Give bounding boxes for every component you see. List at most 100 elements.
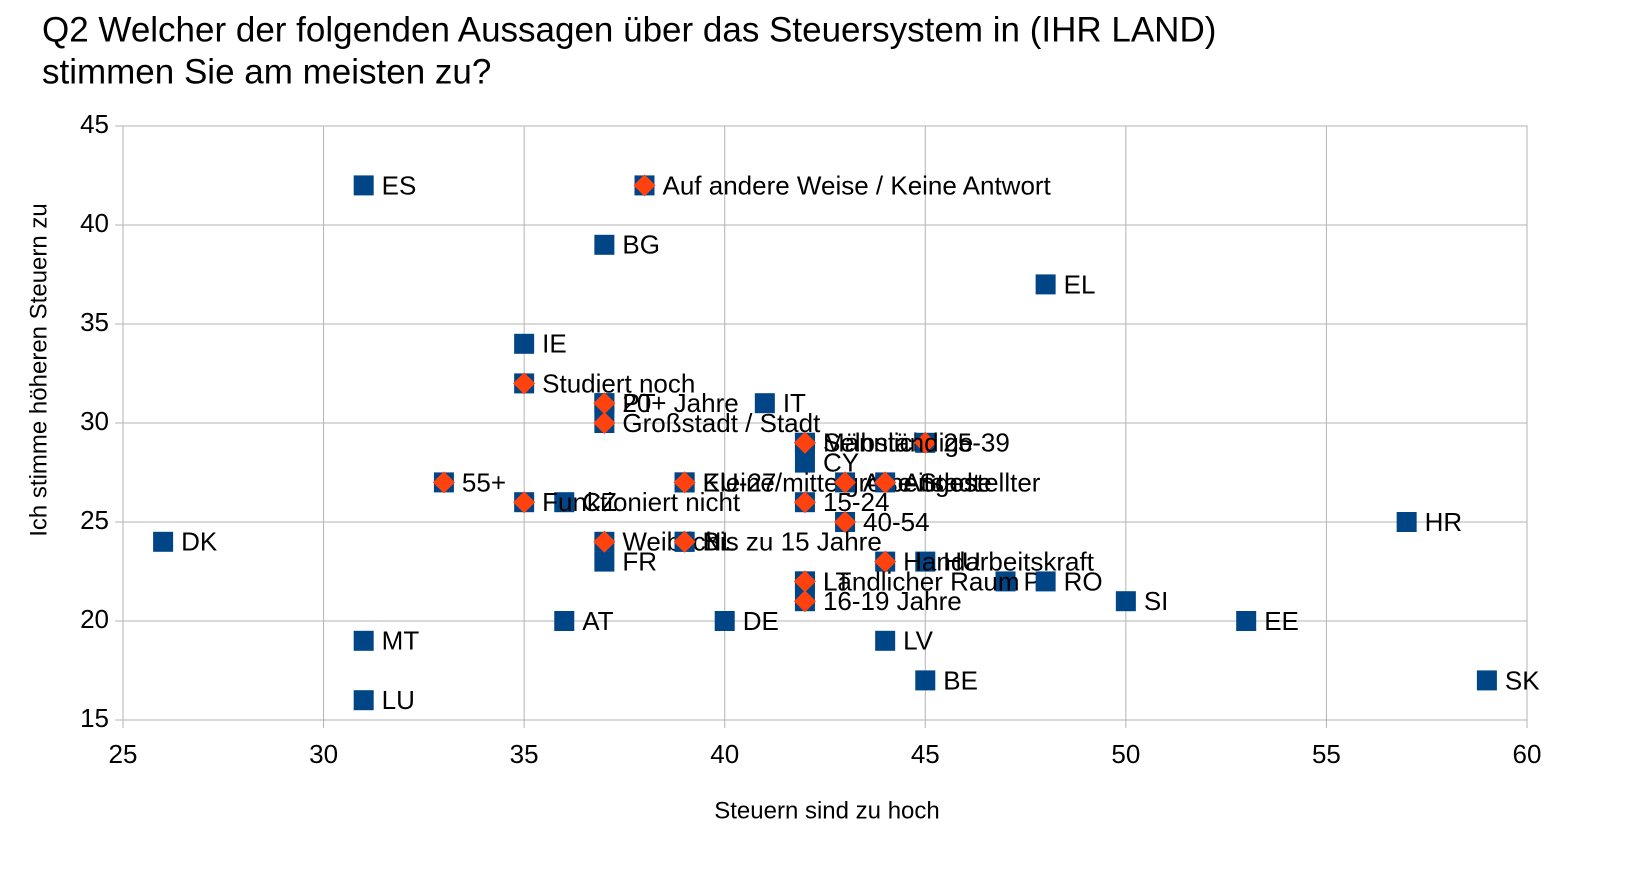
y-tick-label: 25 [80, 505, 109, 535]
point-label: Handarbeitskraft [903, 546, 1095, 576]
point-label: RO [1064, 566, 1103, 596]
x-tick-label: 40 [710, 739, 739, 769]
point-square [754, 393, 775, 414]
point-square [594, 551, 615, 572]
x-tick-label: 45 [911, 739, 940, 769]
point-square [594, 234, 615, 255]
point-diamond [793, 590, 816, 613]
point-square [514, 333, 535, 354]
point-diamond [793, 491, 816, 514]
point-diamond [793, 431, 816, 454]
point-label: 15-24 [823, 487, 890, 517]
point-label: EU-27 [703, 467, 777, 497]
point-label: MT [382, 626, 420, 656]
point-diamond [834, 471, 857, 494]
point-label: FR [622, 546, 657, 576]
point-label: Ländlicher Raum [823, 566, 1020, 596]
point-diamond [673, 530, 696, 553]
point-label: Männlich [823, 428, 927, 458]
point-diamond [513, 491, 536, 514]
point-square [1115, 591, 1136, 612]
point-label: 55+ [462, 467, 506, 497]
x-axis-label: Steuern sind zu hoch [714, 797, 939, 824]
point-diamond [874, 550, 897, 573]
point-label: CZ [582, 487, 617, 517]
x-tick-label: 55 [1312, 739, 1341, 769]
point-label: BE [943, 665, 978, 695]
point-label: PT [622, 388, 655, 418]
point-square [714, 611, 735, 631]
point-label: Weiblich [622, 527, 720, 557]
point-label: IE [542, 329, 567, 359]
point-label: LU [382, 685, 415, 715]
x-tick-label: 30 [309, 739, 338, 769]
y-tick-label: 15 [80, 703, 109, 733]
point-diamond [914, 431, 937, 454]
point-label: SK [1505, 665, 1540, 695]
point-label: Großstadt / Stadt [622, 408, 821, 438]
point-square [1236, 611, 1257, 631]
point-square [1396, 512, 1417, 532]
point-square [554, 611, 575, 631]
point-diamond [793, 570, 816, 593]
point-diamond [834, 511, 857, 533]
point-square [995, 571, 1016, 592]
point-label: 20+ Jahre [622, 388, 738, 418]
x-tick-label: 60 [1513, 739, 1542, 769]
point-label: BG [622, 230, 660, 260]
point-square [1035, 274, 1056, 295]
y-tick-label: 40 [80, 208, 109, 238]
point-label: Auf andere Weise / Keine Antwort [662, 170, 1051, 200]
point-square [153, 531, 174, 552]
point-label: NL [703, 527, 736, 557]
point-label: Selbständige [823, 428, 973, 458]
point-label: HR [1425, 507, 1463, 537]
point-square [875, 630, 896, 651]
point-diamond [513, 372, 536, 395]
point-square [794, 452, 815, 473]
point-label: SI [1144, 586, 1169, 616]
plot-border [122, 125, 1528, 721]
x-tick-label: 50 [1111, 739, 1140, 769]
point-label: 25-39 [943, 428, 1010, 458]
point-label: Angestellter [903, 467, 1041, 497]
y-tick-label: 20 [80, 604, 109, 634]
point-label: ES [382, 170, 417, 200]
point-square [915, 670, 936, 691]
point-square [353, 630, 374, 651]
y-tick-label: 45 [80, 109, 109, 139]
point-label: EE [1264, 606, 1299, 636]
point-label: LV [903, 626, 934, 656]
point-label: AT [582, 606, 613, 636]
point-diamond [633, 174, 656, 197]
point-diamond [593, 412, 616, 434]
x-tick-label: 25 [109, 739, 138, 769]
point-label: HU [943, 546, 981, 576]
point-label: 16-19 Jahre [823, 586, 962, 616]
point-diamond [874, 471, 897, 494]
point-label: EL [1064, 269, 1096, 299]
point-label: LT [823, 566, 852, 596]
point-diamond [593, 392, 616, 415]
point-label: DE [743, 606, 779, 636]
y-axis-label: Ich stimme höheren Steuern zu [25, 203, 52, 537]
y-tick-label: 35 [80, 307, 109, 337]
point-label: Studiert noch [542, 368, 695, 398]
y-tick-label: 30 [80, 406, 109, 436]
point-label: Bis zu 15 Jahre [703, 527, 882, 557]
point-label: IT [783, 388, 806, 418]
point-square [1035, 571, 1056, 592]
chart-subtitle: stimmen Sie am meisten zu? [42, 52, 491, 91]
point-square [915, 551, 936, 572]
point-diamond [593, 530, 616, 553]
point-label: Funktioniert nicht [542, 487, 741, 517]
point-diamond [673, 471, 696, 494]
point-label: DK [181, 527, 218, 557]
point-square [353, 690, 374, 711]
x-tick-label: 35 [510, 739, 539, 769]
chart-title: Q2 Welcher der folgenden Aussagen über d… [42, 10, 1216, 49]
point-label: 40-54 [863, 507, 930, 537]
point-diamond [432, 471, 455, 494]
point-square [353, 175, 374, 196]
